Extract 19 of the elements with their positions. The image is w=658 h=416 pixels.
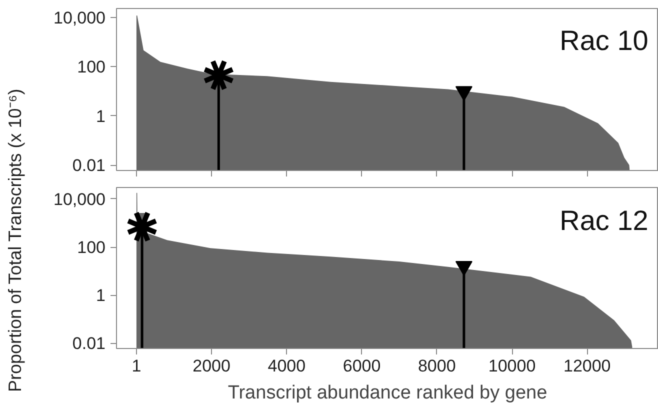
x-tick-label: 8000 bbox=[418, 356, 456, 376]
x-tick-label: 2000 bbox=[192, 356, 230, 376]
x-tick-label: 10000 bbox=[488, 356, 536, 376]
x-tick-label: 1 bbox=[132, 356, 142, 376]
text: Rac 12 bbox=[560, 205, 648, 236]
x-tick-label: 6000 bbox=[342, 356, 381, 376]
x-axis-title: Transcript abundance ranked by gene bbox=[228, 382, 548, 404]
x-tick-label: 4000 bbox=[268, 356, 306, 376]
y-tick-label: 0.01 bbox=[72, 334, 106, 354]
y-tick-label: 100 bbox=[77, 58, 106, 77]
y-tick-label: 0.01 bbox=[72, 156, 106, 176]
y-tick-label: 10,000 bbox=[54, 190, 106, 209]
text: Rac 10 bbox=[560, 25, 648, 56]
y-tick-label: 100 bbox=[77, 238, 106, 258]
x-tick-label: 12000 bbox=[564, 356, 611, 376]
y-axis-title: Proportion of Total Transcripts (x 10⁻⁶) bbox=[4, 88, 26, 392]
y-tick-label: 1 bbox=[96, 286, 106, 306]
y-tick-label: 1 bbox=[96, 106, 106, 126]
y-tick-label: 10,000 bbox=[54, 8, 106, 28]
